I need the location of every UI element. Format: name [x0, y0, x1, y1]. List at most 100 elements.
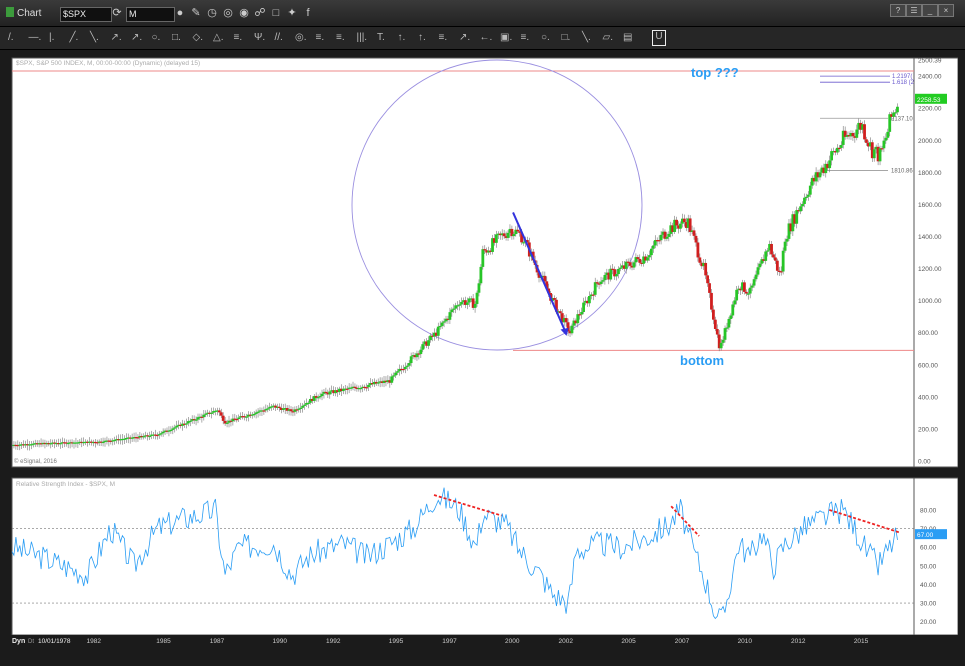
candle-body — [107, 440, 111, 442]
x-axis-tick: 1997 — [442, 638, 457, 645]
candle-body — [851, 132, 855, 137]
candle-body — [553, 298, 556, 300]
candle-body — [297, 408, 301, 410]
candle-body — [698, 257, 702, 263]
candle-body — [186, 421, 190, 424]
candle-body — [808, 185, 812, 195]
drawing-tool-6[interactable]: ↗. — [131, 32, 143, 43]
candle-body — [386, 380, 390, 383]
facebook-icon[interactable]: f — [306, 7, 310, 19]
candle-body — [471, 298, 475, 308]
drawing-tool-19[interactable]: ↑. — [397, 32, 406, 43]
drawing-tool-10[interactable]: △. — [213, 32, 224, 43]
close-button[interactable]: × — [938, 4, 954, 17]
candle-body — [481, 249, 485, 267]
candle-body — [650, 248, 653, 256]
drawing-tool-1[interactable]: —. — [28, 32, 42, 43]
candle-body — [124, 437, 128, 440]
drawing-tool-15[interactable]: ≡. — [315, 32, 325, 43]
candle-body — [264, 409, 268, 411]
interval-input[interactable]: M — [126, 7, 175, 22]
candle-body — [576, 314, 580, 324]
candle-body — [427, 340, 430, 346]
candle-body — [121, 438, 124, 441]
candle-body — [458, 304, 461, 306]
refresh-icon[interactable]: ⟳ — [112, 7, 122, 19]
drawing-tool-7[interactable]: ○. — [151, 32, 161, 43]
symbol-input[interactable]: $SPX — [60, 7, 112, 22]
drawing-tool-18[interactable]: T. — [377, 32, 385, 43]
candle-body — [603, 274, 607, 281]
candle-body — [351, 386, 355, 388]
candle-body — [595, 282, 599, 284]
candle-body — [22, 444, 26, 446]
drawing-tool-30[interactable]: ▤ — [623, 32, 633, 43]
comment-icon[interactable]: □ — [272, 7, 280, 19]
drawing-tool-26[interactable]: ○. — [541, 32, 550, 43]
drawing-tool-22[interactable]: ↗. — [459, 32, 471, 43]
link-icon[interactable]: ☍ — [254, 7, 266, 19]
candle-body — [353, 386, 357, 388]
candle-body — [886, 131, 890, 138]
drawing-tool-23[interactable]: ←. — [479, 32, 493, 43]
drawing-tool-5[interactable]: ↗. — [110, 32, 122, 43]
drawing-tool-21[interactable]: ≡. — [438, 32, 448, 43]
settings-button[interactable]: ☰ — [906, 4, 922, 17]
price-axis-tick: 1800.00 — [918, 170, 942, 177]
zoom-icon[interactable]: ● — [176, 7, 184, 19]
drawing-tool-11[interactable]: ≡. — [233, 32, 243, 43]
twitter-icon[interactable]: ✦ — [287, 7, 297, 19]
candle-body — [59, 443, 62, 445]
candle-body — [892, 112, 895, 117]
candle-body — [630, 265, 634, 268]
underline-tool-button[interactable]: U — [652, 30, 666, 46]
minimize-button[interactable]: _ — [922, 4, 938, 17]
candle-body — [688, 218, 692, 232]
drawing-tool-14[interactable]: ◎. — [295, 32, 307, 43]
clock-icon[interactable]: ◷ — [207, 7, 217, 19]
rsi-current-label: 67.00 — [917, 532, 934, 539]
help-button[interactable]: ? — [890, 4, 906, 17]
candle-body — [212, 411, 215, 413]
drawing-tool-25[interactable]: ≡. — [520, 32, 530, 43]
candle-body — [615, 274, 618, 277]
pencil-icon[interactable]: ✎ — [191, 7, 201, 19]
eye-icon[interactable]: ◉ — [239, 7, 249, 19]
drawing-tool-16[interactable]: ≡. — [336, 32, 345, 43]
title-bar: Chart $SPX M ⟳ ● ✎ ◷ ◎ ◉ ☍ □ ✦ f ? ☰ _ × — [0, 0, 965, 27]
drawing-tool-24[interactable]: ▣. — [500, 32, 513, 43]
target-icon[interactable]: ◎ — [223, 7, 233, 19]
drawing-tool-2[interactable]: |. — [49, 32, 55, 43]
candle-body — [512, 234, 516, 237]
drawing-tool-20[interactable]: ↑. — [418, 32, 426, 43]
candle-body — [803, 197, 806, 204]
candle-body — [57, 442, 60, 445]
candle-body — [245, 416, 248, 418]
candle-body — [865, 139, 868, 143]
candle-body — [525, 240, 529, 243]
drawing-tool-27[interactable]: □. — [561, 32, 571, 43]
drawing-tool-4[interactable]: ╲. — [90, 32, 99, 43]
drawing-tool-8[interactable]: □. — [172, 32, 181, 43]
drawing-tool-0[interactable]: /. — [8, 32, 14, 43]
candle-body — [396, 371, 399, 373]
candle-body — [826, 163, 830, 169]
drawing-tool-13[interactable]: //. — [274, 32, 283, 43]
candle-body — [648, 255, 651, 258]
drawing-tool-9[interactable]: ◇. — [192, 32, 203, 43]
drawing-tool-3[interactable]: ╱. — [69, 32, 79, 43]
candle-body — [494, 234, 498, 243]
candle-body — [750, 285, 754, 288]
chart-area[interactable]: $SPX, S&P 500 INDEX, M, 00:00-00:00 (Dyn… — [8, 50, 958, 645]
drawing-tool-17[interactable]: |||. — [356, 32, 368, 43]
candle-body — [797, 210, 801, 212]
candle-body — [20, 444, 24, 446]
drawing-tool-29[interactable]: ▱. — [602, 32, 613, 43]
candle-body — [667, 233, 671, 237]
candle-body — [357, 388, 361, 390]
drawing-tool-12[interactable]: Ψ. — [254, 32, 266, 43]
candle-body — [795, 210, 799, 224]
candle-body — [766, 250, 770, 252]
candle-body — [372, 381, 376, 385]
drawing-tool-28[interactable]: ╲. — [582, 32, 591, 43]
